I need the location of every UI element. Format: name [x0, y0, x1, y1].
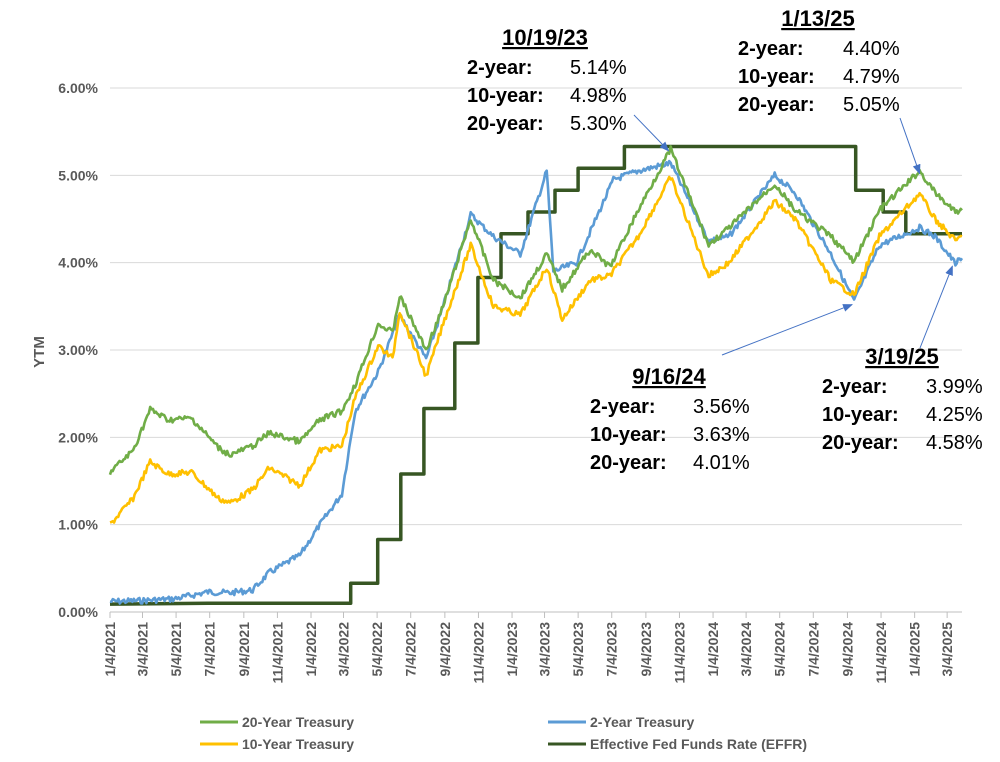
x-tick-label: 5/4/2023 [570, 622, 586, 677]
annotation-value: 3.56% [693, 396, 750, 418]
x-tick-label: 7/4/2022 [403, 622, 419, 677]
annotation-date: 3/19/25 [865, 344, 938, 369]
annotation-label: 10-year: [467, 85, 544, 107]
x-tick-label: 3/4/2025 [939, 622, 955, 677]
annotation-label: 20-year: [590, 452, 667, 474]
x-tick-label: 9/4/2024 [839, 622, 855, 677]
annotation-arrow [919, 265, 953, 349]
annotation-arrow [721, 304, 853, 356]
annotation-label: 2-year: [467, 57, 533, 79]
x-tick-label: 3/4/2021 [134, 622, 150, 677]
x-tick-label: 3/4/2022 [336, 622, 352, 677]
annotation-date: 1/13/25 [781, 6, 854, 31]
y-tick-label: 1.00% [58, 517, 98, 533]
x-tick-label: 7/4/2024 [805, 622, 821, 677]
x-tick-label: 1/4/2021 [102, 622, 118, 677]
x-axis-ticks: 1/4/2021 3/4/2021 5/4/2021 7/4/2021 9/4/2021… [102, 612, 955, 684]
annotation-arrows [633, 114, 953, 356]
y-axis-ticks: 0.00% 1.00% 2.00% 3.00% 4.00% 5.00% 6.00% [58, 80, 98, 620]
annotation-label: 2-year: [590, 396, 656, 418]
x-tick-label: 5/4/2022 [369, 622, 385, 677]
legend-label: Effective Fed Funds Rate (EFFR) [590, 736, 807, 752]
series-line-2 [109, 159, 964, 605]
annotation-value: 5.30% [570, 113, 627, 135]
annotation-value: 4.25% [926, 404, 983, 426]
x-tick-label: 5/4/2021 [168, 622, 184, 677]
y-tick-label: 3.00% [58, 342, 98, 358]
series-line-4 [109, 144, 962, 606]
series-line-3 [109, 175, 963, 524]
annotation-value: 3.99% [926, 376, 983, 398]
x-tick-label: 7/4/2021 [202, 622, 218, 677]
annotation-value: 4.98% [570, 85, 627, 107]
annotation-label: 20-year: [738, 94, 815, 116]
x-tick-label: 1/4/2025 [907, 622, 923, 677]
annotation-value: 4.79% [843, 66, 900, 88]
legend-label: 2-Year Treasury [590, 714, 695, 730]
gridlines [110, 87, 962, 613]
x-tick-label: 1/4/2023 [504, 622, 520, 677]
annotation-label: 10-year: [822, 404, 899, 426]
annotation-label: 20-year: [467, 113, 544, 135]
x-tick-label: 11/4/2024 [873, 622, 889, 684]
legend-label: 20-Year Treasury [242, 714, 354, 730]
annotation-label: 10-year: [590, 424, 667, 446]
y-tick-label: 6.00% [58, 80, 98, 96]
x-tick-label: 5/4/2024 [772, 622, 788, 677]
x-tick-label: 7/4/2023 [604, 622, 620, 677]
y-axis-title: YTM [31, 336, 48, 368]
x-tick-label: 3/4/2024 [738, 622, 754, 677]
y-tick-label: 0.00% [58, 604, 98, 620]
y-tick-label: 5.00% [58, 167, 98, 183]
x-tick-label: 1/4/2022 [303, 622, 319, 677]
x-tick-label: 9/4/2021 [236, 622, 252, 677]
annotation-value: 5.14% [570, 57, 627, 79]
legend: 20-Year Treasury 2-Year Treasury 10-Year T… [200, 714, 807, 752]
x-tick-label: 3/4/2023 [537, 622, 553, 677]
annotation-date: 10/19/23 [502, 25, 588, 50]
annotations: 10/19/23 2-year: 5.14% 10-year: 4.98% 20-year… [467, 6, 983, 474]
x-tick-label: 11/4/2021 [269, 622, 285, 684]
series-lines [108, 144, 964, 606]
annotation-arrow [633, 114, 670, 152]
series-line-1 [108, 145, 963, 476]
y-tick-label: 2.00% [58, 429, 98, 445]
x-tick-label: 11/4/2023 [671, 622, 687, 684]
y-tick-label: 4.00% [58, 255, 98, 271]
annotation-label: 10-year: [738, 66, 815, 88]
annotation-value: 5.05% [843, 94, 900, 116]
annotation-value: 4.58% [926, 432, 983, 454]
annotation-label: 20-year: [822, 432, 899, 454]
annotation-value: 4.01% [693, 452, 750, 474]
x-tick-label: 1/4/2024 [705, 622, 721, 677]
annotation-arrow [899, 117, 921, 175]
x-tick-label: 9/4/2023 [638, 622, 654, 677]
annotation-value: 3.63% [693, 424, 750, 446]
annotation-date: 9/16/24 [632, 364, 706, 389]
x-tick-label: 9/4/2022 [437, 622, 453, 677]
annotation-label: 2-year: [822, 376, 888, 398]
annotation-label: 2-year: [738, 38, 804, 60]
legend-label: 10-Year Treasury [242, 736, 354, 752]
x-tick-label: 11/4/2022 [470, 622, 486, 684]
annotation-value: 4.40% [843, 38, 900, 60]
